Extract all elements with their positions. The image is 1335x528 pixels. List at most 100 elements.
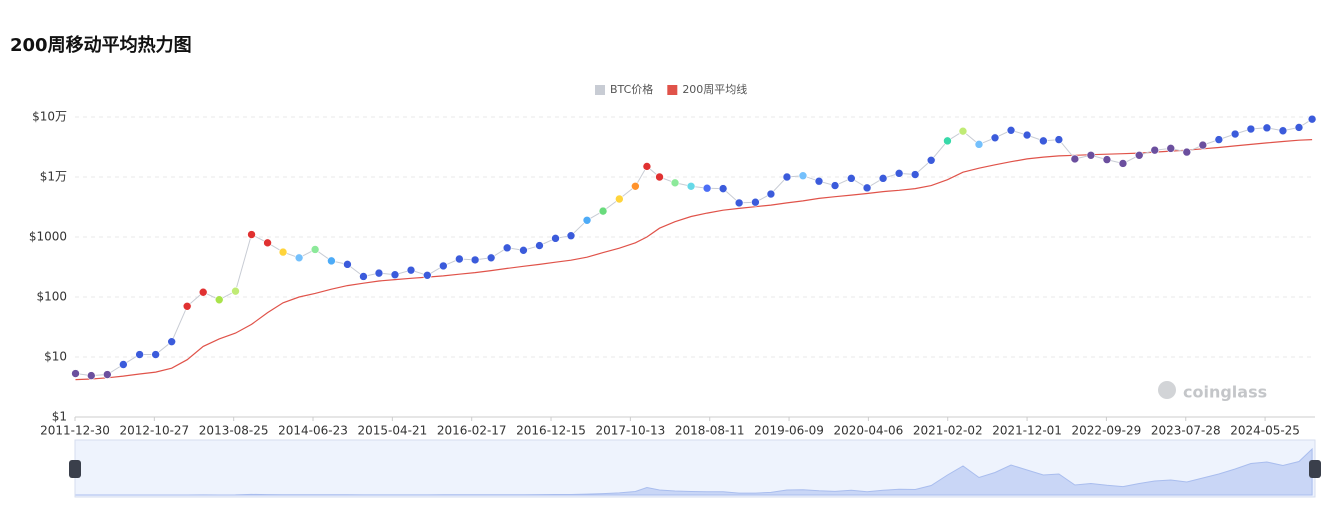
price-dot [1230, 129, 1240, 139]
price-dot [990, 133, 1000, 143]
price-dot [535, 241, 544, 250]
price-dot [642, 162, 652, 171]
x-tick-label: 2020-04-06 [834, 424, 904, 438]
price-dot [702, 183, 712, 193]
price-dot [1054, 135, 1064, 144]
price-dot [1070, 154, 1080, 164]
price-dot [1102, 155, 1112, 164]
price-dot [214, 295, 224, 305]
y-tick-label: $100 [36, 290, 67, 304]
price-dot [1294, 123, 1304, 132]
legend-label: 200周平均线 [682, 82, 747, 96]
price-dot [1118, 159, 1128, 168]
ma-line [75, 139, 1313, 381]
price-dot [1262, 123, 1272, 133]
price-dot [862, 183, 872, 193]
x-tick-label: 2013-08-25 [199, 424, 269, 438]
price-dot [734, 198, 744, 208]
x-tick-label: 2014-06-23 [278, 424, 348, 438]
price-dot [390, 270, 400, 280]
price-dot [943, 136, 952, 146]
price-dot [1278, 126, 1288, 136]
price-dot [103, 370, 112, 379]
price-dot [278, 247, 288, 257]
price-dot [814, 176, 824, 186]
price-dot [294, 253, 304, 263]
slider-handle[interactable] [69, 460, 81, 478]
price-dot [582, 215, 592, 225]
legend-label: BTC价格 [610, 82, 653, 96]
x-tick-label: 2019-06-09 [754, 424, 824, 438]
price-dot [422, 270, 432, 280]
x-tick-label: 2023-07-28 [1151, 424, 1221, 438]
price-dot [1150, 145, 1160, 155]
slider-area [75, 447, 1313, 496]
price-dot [310, 245, 320, 254]
price-dot [167, 337, 176, 346]
price-dot [119, 360, 128, 369]
price-dot [231, 286, 240, 296]
watermark-icon [1158, 381, 1176, 399]
price-dot [686, 181, 696, 191]
price-dot [598, 206, 608, 216]
y-tick-label: $1 [52, 410, 67, 424]
x-tick-label: 2016-12-15 [516, 424, 586, 438]
price-dot [631, 181, 640, 191]
price-dot [718, 184, 728, 193]
price-line [75, 118, 1313, 377]
y-tick-label: $10 [44, 350, 67, 364]
price-dot [615, 194, 624, 204]
y-tick-label: $1000 [29, 230, 67, 244]
price-dot [1086, 150, 1096, 160]
x-tick-label: 2015-04-21 [357, 424, 427, 438]
price-dot [135, 350, 144, 359]
price-dot [406, 265, 416, 275]
price-dot [359, 272, 368, 281]
price-dot [182, 301, 192, 311]
price-dot [1134, 150, 1144, 160]
price-dot [1198, 140, 1208, 150]
x-tick-label: 2011-12-30 [40, 424, 110, 438]
price-dot [910, 170, 920, 179]
price-dot [151, 350, 160, 359]
price-dot [974, 140, 984, 149]
legend-swatch [667, 85, 678, 95]
price-dot [1022, 130, 1032, 140]
price-dot [751, 197, 760, 207]
price-dot [798, 171, 808, 181]
price-dot [263, 238, 272, 248]
slider-handle[interactable] [1309, 460, 1321, 478]
price-dot [71, 369, 80, 378]
legend-swatch [595, 85, 605, 95]
x-tick-label: 2017-10-13 [595, 424, 665, 438]
price-dot [830, 181, 840, 190]
price-dot [1214, 135, 1224, 144]
price-dot [655, 172, 664, 182]
x-tick-label: 2022-09-29 [1072, 424, 1142, 438]
x-tick-label: 2021-12-01 [992, 424, 1062, 438]
watermark-text: coinglass [1183, 383, 1267, 402]
legend: BTC价格 200周平均线 [595, 82, 747, 96]
price-dot [566, 231, 576, 241]
price-dot [766, 189, 776, 199]
chart-title: 200周移动平均热力图 [10, 34, 192, 56]
price-dot [1182, 147, 1192, 157]
x-tick-label: 2018-08-11 [675, 424, 745, 438]
price-dot [878, 174, 888, 183]
price-dot [926, 155, 936, 165]
price-dot [327, 256, 336, 266]
price-dot [86, 371, 96, 380]
price-dot [782, 172, 792, 182]
watermark: coinglass [1158, 381, 1267, 402]
price-dot [374, 268, 384, 278]
price-dot [198, 287, 208, 297]
x-tick-label: 2012-10-27 [119, 424, 189, 438]
y-tick-label: $1万 [40, 170, 67, 184]
price-dot [486, 253, 496, 263]
price-dot [455, 254, 464, 264]
price-dot [470, 255, 480, 265]
price-dot [247, 230, 256, 239]
price-dot [343, 260, 352, 269]
price-dot [958, 126, 968, 136]
